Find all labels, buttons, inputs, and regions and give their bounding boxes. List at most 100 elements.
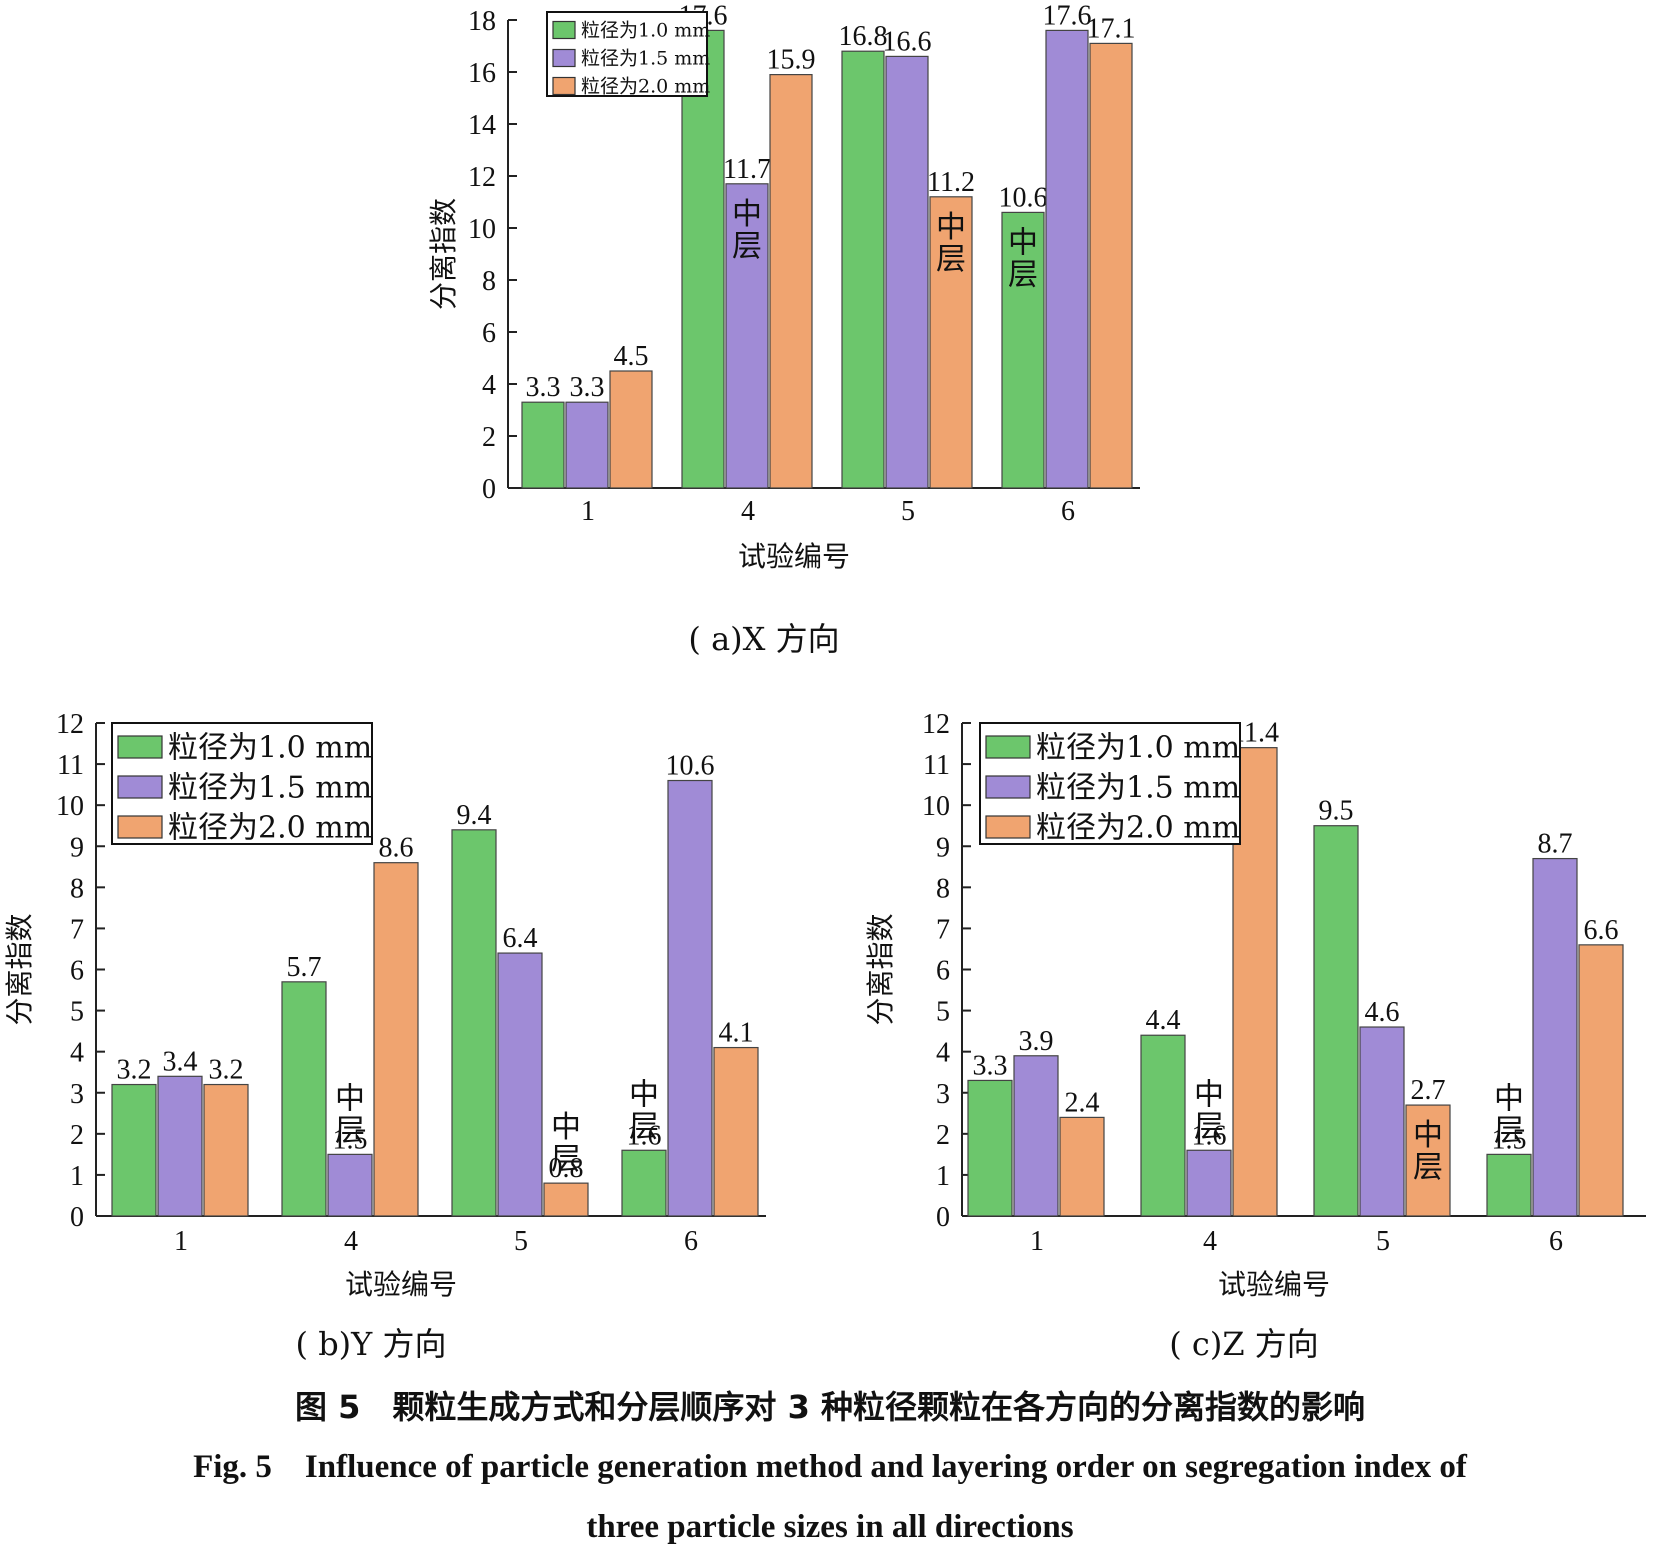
x-axis-label: 试验编号	[345, 1268, 457, 1301]
y-tick-label: 16	[468, 58, 496, 89]
x-tick-label: 1	[1030, 1226, 1044, 1257]
legend-swatch	[552, 20, 576, 40]
x-tick-label: 6	[1061, 496, 1075, 527]
y-tick-label: 18	[468, 6, 496, 37]
bar-series1-cat-4	[681, 29, 725, 489]
legend-entry: 粒径为2.0 mm	[581, 76, 710, 98]
legend-entry: 粒径为2.0 mm	[168, 811, 372, 846]
middle-layer-label: 中层	[1494, 1081, 1524, 1148]
y-tick-label: 6	[482, 318, 496, 349]
y-tick-label: 6	[936, 956, 950, 987]
data-label: 17.1	[1087, 13, 1136, 44]
x-axis-label: 试验编号	[1218, 1268, 1330, 1301]
bar-series1-cat-6	[621, 1149, 667, 1217]
y-tick-label: 1	[936, 1161, 950, 1192]
bar-series2-cat-4	[725, 183, 769, 489]
data-label: 4.4	[1146, 1005, 1181, 1036]
y-tick-label: 12	[468, 162, 496, 193]
data-label: 1.5	[1492, 1124, 1527, 1155]
data-label: 1.6	[1192, 1120, 1227, 1151]
x-tick-label: 4	[344, 1226, 358, 1257]
y-tick-label: 0	[936, 1202, 950, 1233]
data-label: 4.6	[1365, 997, 1400, 1028]
y-tick-label: 2	[482, 422, 496, 453]
x-tick-label: 4	[741, 496, 755, 527]
bar-series3-cat-4	[373, 862, 419, 1217]
y-tick-label: 2	[70, 1120, 84, 1151]
data-label: 1.5	[333, 1124, 368, 1155]
y-tick-label: 7	[936, 914, 950, 945]
middle-layer-label: 中层	[1413, 1118, 1443, 1185]
data-label: 11.2	[927, 167, 975, 198]
legend-entry: 粒径为1.0 mm	[1036, 731, 1240, 766]
data-label: 17.6	[1043, 0, 1092, 31]
y-tick-label: 3	[936, 1079, 950, 1110]
x-tick-label: 5	[901, 496, 915, 527]
data-label: 3.4	[163, 1046, 198, 1077]
sub-caption: ( c)Z 方向	[1169, 1325, 1318, 1363]
bar-series2-cat-1	[157, 1075, 203, 1217]
bar-series3-cat-5	[929, 196, 973, 489]
data-label: 3.2	[117, 1055, 152, 1086]
y-tick-label: 10	[56, 791, 84, 822]
legend-entry: 粒径为1.0 mm	[168, 731, 372, 766]
y-tick-label: 2	[936, 1120, 950, 1151]
bar-series2-cat-6	[667, 779, 713, 1217]
bar-series1-cat-6	[1001, 211, 1045, 489]
legend-entry: 粒径为1.5 mm	[581, 48, 710, 70]
bar-series2-cat-6	[1045, 29, 1089, 489]
x-tick-label: 1	[581, 496, 595, 527]
legend-swatch	[117, 775, 163, 799]
data-label: 9.4	[457, 800, 492, 831]
bar-series2-cat-6	[1532, 857, 1578, 1217]
x-tick-label: 1	[174, 1226, 188, 1257]
y-tick-label: 10	[468, 214, 496, 245]
y-tick-label: 9	[936, 832, 950, 863]
y-tick-label: 8	[70, 873, 84, 904]
legend-swatch	[985, 815, 1031, 839]
chart-y-direction: 01234567891011123.25.79.41.63.41.56.410.…	[3, 709, 766, 1363]
bar-series2-cat-4	[327, 1153, 373, 1217]
data-label: 3.3	[973, 1050, 1008, 1081]
y-tick-label: 8	[936, 873, 950, 904]
chart-z-direction: 01234567891011123.34.49.51.53.91.64.68.7…	[864, 709, 1646, 1363]
y-tick-label: 12	[922, 709, 950, 740]
bar-series3-cat-6	[713, 1046, 759, 1217]
data-label: 4.5	[614, 341, 649, 372]
x-tick-label: 5	[1376, 1226, 1390, 1257]
y-tick-label: 5	[936, 997, 950, 1028]
y-tick-label: 7	[70, 914, 84, 945]
y-tick-label: 4	[936, 1038, 950, 1069]
legend-swatch	[985, 775, 1031, 799]
bar-series3-cat-5	[543, 1182, 589, 1217]
y-tick-label: 12	[56, 709, 84, 740]
data-label: 0.8	[549, 1153, 584, 1184]
data-label: 10.6	[999, 182, 1048, 213]
data-label: 2.4	[1065, 1087, 1100, 1118]
y-tick-label: 4	[70, 1038, 84, 1069]
legend-entry: 粒径为1.5 mm	[168, 771, 372, 806]
data-label: 2.7	[1411, 1075, 1446, 1106]
sub-caption: ( b)Y 方向	[296, 1325, 447, 1363]
sub-caption: ( a)X 方向	[688, 620, 839, 658]
middle-layer-label: 中层	[1008, 225, 1038, 292]
chart-x-direction: 0246810121416183.317.616.810.63.311.716.…	[427, 0, 1140, 658]
bar-series1-cat-4	[1140, 1034, 1186, 1217]
bar-series1-cat-5	[451, 829, 497, 1217]
legend-swatch	[552, 76, 576, 96]
bar-series2-cat-5	[497, 952, 543, 1217]
x-tick-label: 4	[1203, 1226, 1217, 1257]
middle-layer-label: 中层	[551, 1110, 581, 1177]
data-label: 5.7	[287, 952, 322, 983]
y-axis-label: 分离指数	[3, 913, 36, 1025]
data-label: 10.6	[666, 751, 715, 782]
bar-series2-cat-5	[885, 55, 929, 489]
bar-series2-cat-1	[1013, 1055, 1059, 1217]
data-label: 3.3	[570, 372, 605, 403]
bar-series3-cat-1	[203, 1083, 249, 1217]
bar-series1-cat-1	[967, 1079, 1013, 1217]
legend-swatch	[117, 735, 163, 759]
middle-layer-label: 中层	[1194, 1077, 1224, 1144]
data-label: 11.7	[723, 154, 771, 185]
